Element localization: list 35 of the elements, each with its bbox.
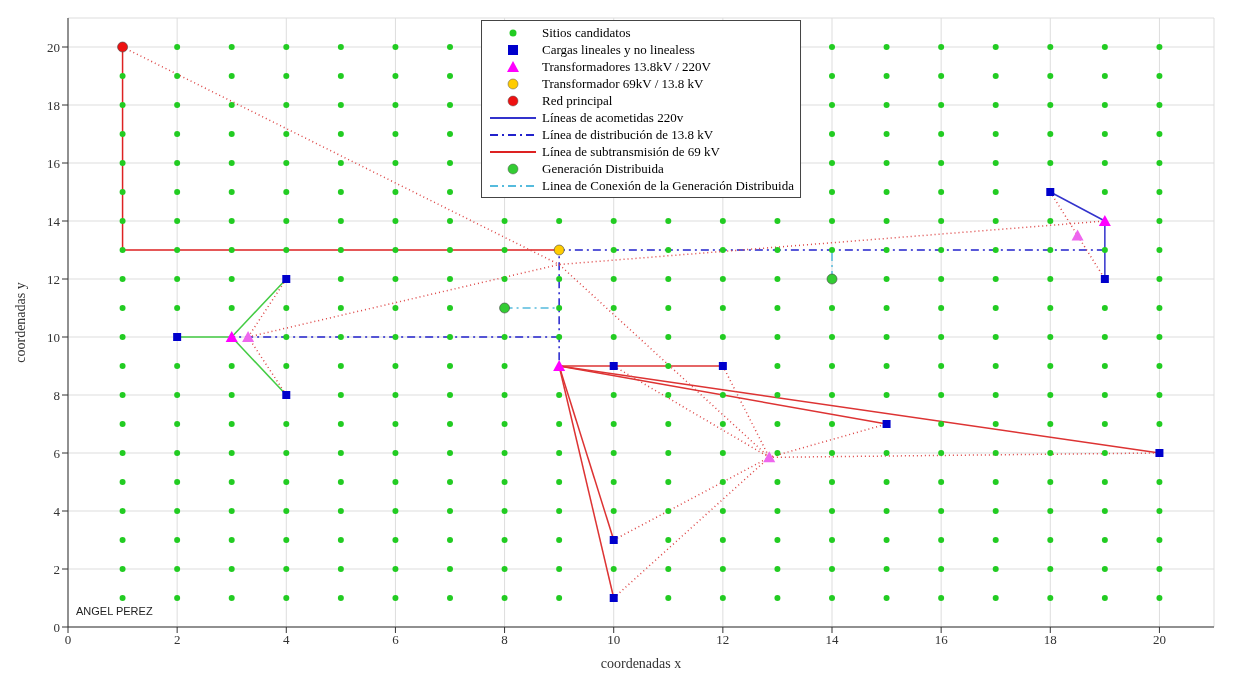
y-tick-label: 8 xyxy=(53,387,60,403)
x-tick-label: 16 xyxy=(934,632,949,648)
x-axis-title: coordenadas x xyxy=(600,656,682,671)
x-tick-label: 12 xyxy=(716,632,730,648)
x-tick-label: 18 xyxy=(1043,632,1057,648)
y-axis-title: coordenadas y xyxy=(12,282,28,363)
legend-label: Transformadores 13.8kV / 220V xyxy=(542,58,712,75)
x-tick-label: 2 xyxy=(173,632,181,648)
legend-label: Líneas de acometidas 220v xyxy=(542,109,684,126)
legend-label: Generación Distribuida xyxy=(542,160,664,177)
x-tick-label: 8 xyxy=(501,632,508,648)
legend-label: Línea de subtransmisión de 69 kV xyxy=(542,143,721,160)
y-tick-label: 10 xyxy=(47,329,60,345)
x-tick-label: 10 xyxy=(607,632,621,648)
legend-label: Línea de distribución de 13.8 kV xyxy=(542,126,714,143)
x-tick-label: 0 xyxy=(64,632,72,648)
x-tick-label: 14 xyxy=(825,632,839,648)
y-tick-label: 6 xyxy=(53,445,61,461)
y-tick-label: 2 xyxy=(53,561,60,577)
y-tick-label: 12 xyxy=(47,271,60,287)
legend-label: Transformador 69kV / 13.8 kV xyxy=(542,75,704,92)
legend-label: Sitios candidatos xyxy=(542,24,631,41)
x-tick-label: 6 xyxy=(392,632,400,648)
legend-label: Red principal xyxy=(542,92,613,109)
y-tick-label: 14 xyxy=(47,213,61,229)
y-tick-label: 0 xyxy=(53,619,60,635)
y-tick-label: 20 xyxy=(47,39,60,55)
y-tick-label: 16 xyxy=(47,155,61,171)
y-tick-label: 4 xyxy=(53,503,61,519)
x-tick-label: 4 xyxy=(283,632,291,648)
legend-label: Linea de Conexión de la Generación Distribuida xyxy=(542,177,794,194)
annotation: ANGEL PEREZ xyxy=(76,605,153,617)
x-tick-label: 20 xyxy=(1152,632,1166,648)
y-tick-label: 18 xyxy=(47,97,60,113)
legend-label: Cargas lineales y no linealess xyxy=(542,41,695,58)
